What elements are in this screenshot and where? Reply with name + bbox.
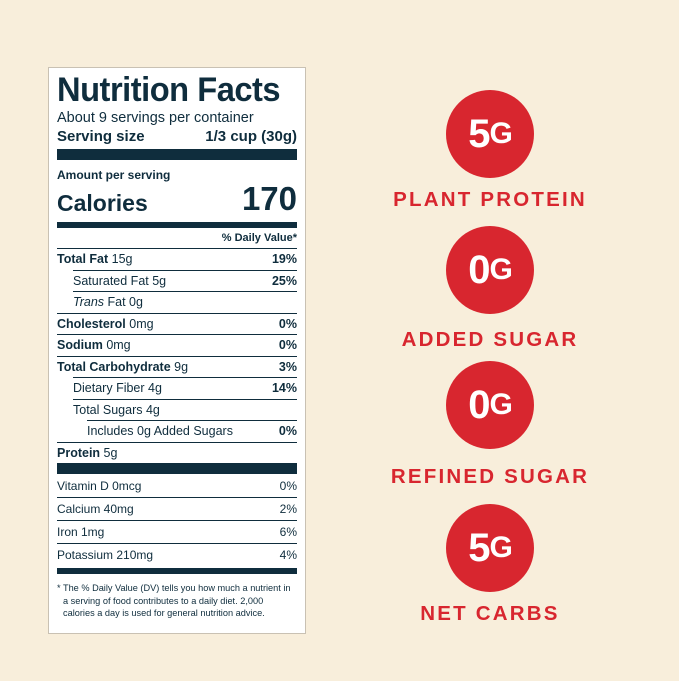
nutrient-row-trans-fat: Trans Fat 0g (73, 291, 297, 313)
servings-per-container: About 9 servings per container (57, 110, 254, 126)
nutrient-row-total-fat: Total Fat 15g 19% (57, 248, 297, 270)
nutrient-dv: 0% (278, 338, 297, 353)
nutrient-row-total-carbohydrate: Total Carbohydrate 9g 3% (57, 355, 297, 378)
nutrition-facts-label: Nutrition Facts About 9 servings per con… (48, 67, 306, 634)
claim-text: NET CARBS (420, 602, 560, 625)
vitamin-row: Vitamin D 0mcg 0% (57, 478, 297, 493)
amount-per-serving: Amount per serving (57, 168, 171, 182)
divider-medium (57, 222, 297, 228)
nutrient-row-protein: Protein 5g (57, 441, 297, 464)
serving-size-label: Serving size (57, 128, 145, 145)
calories-label: Calories (57, 190, 148, 216)
nutrient-row-dietary-fiber: Dietary Fiber 4g 14% (73, 377, 297, 399)
nutrient-row-cholesterol: Cholesterol 0mg 0% (57, 312, 297, 335)
vitamin-row: Potassium 210mg 4% (57, 543, 297, 566)
vitamin-row: Calcium 40mg 2% (57, 497, 297, 520)
claim-text: REFINED SUGAR (390, 465, 590, 488)
nutrient-dv: 0% (278, 316, 297, 331)
nutrient-row-total-sugars: Total Sugars 4g (73, 398, 297, 421)
divider-thick (57, 463, 297, 474)
nutrient-row-sodium: Sodium 0mg 0% (57, 334, 297, 356)
serving-size-value: 1/3 cup (30g) (205, 128, 297, 145)
serving-size-row: Serving size 1/3 cup (30g) (57, 127, 297, 146)
label-title: Nutrition Facts (57, 71, 281, 109)
daily-value-header: % Daily Value* (221, 232, 297, 244)
nutrient-row-saturated-fat: Saturated Fat 5g 25% (73, 269, 297, 292)
daily-value-footnote: * The % Daily Value (DV) tells you how m… (57, 583, 291, 618)
calories-value: 170 (241, 180, 297, 217)
nutrient-dv: 19% (271, 252, 297, 267)
claim-text: ADDED SUGAR (401, 328, 579, 351)
nutrient-dv: 0% (278, 424, 297, 439)
divider-thick (57, 149, 297, 160)
claim-text: PLANT PROTEIN (393, 188, 587, 211)
nutrient-dv: 3% (278, 359, 297, 374)
nutrient-row-added-sugars: Includes 0g Added Sugars 0% (87, 420, 297, 442)
nutrient-dv: 14% (271, 381, 297, 396)
vitamin-row: Iron 1mg 6% (57, 520, 297, 543)
calories-row: Calories 170 (57, 180, 297, 217)
nutrient-dv: 25% (271, 273, 297, 288)
divider-medium (57, 568, 297, 574)
